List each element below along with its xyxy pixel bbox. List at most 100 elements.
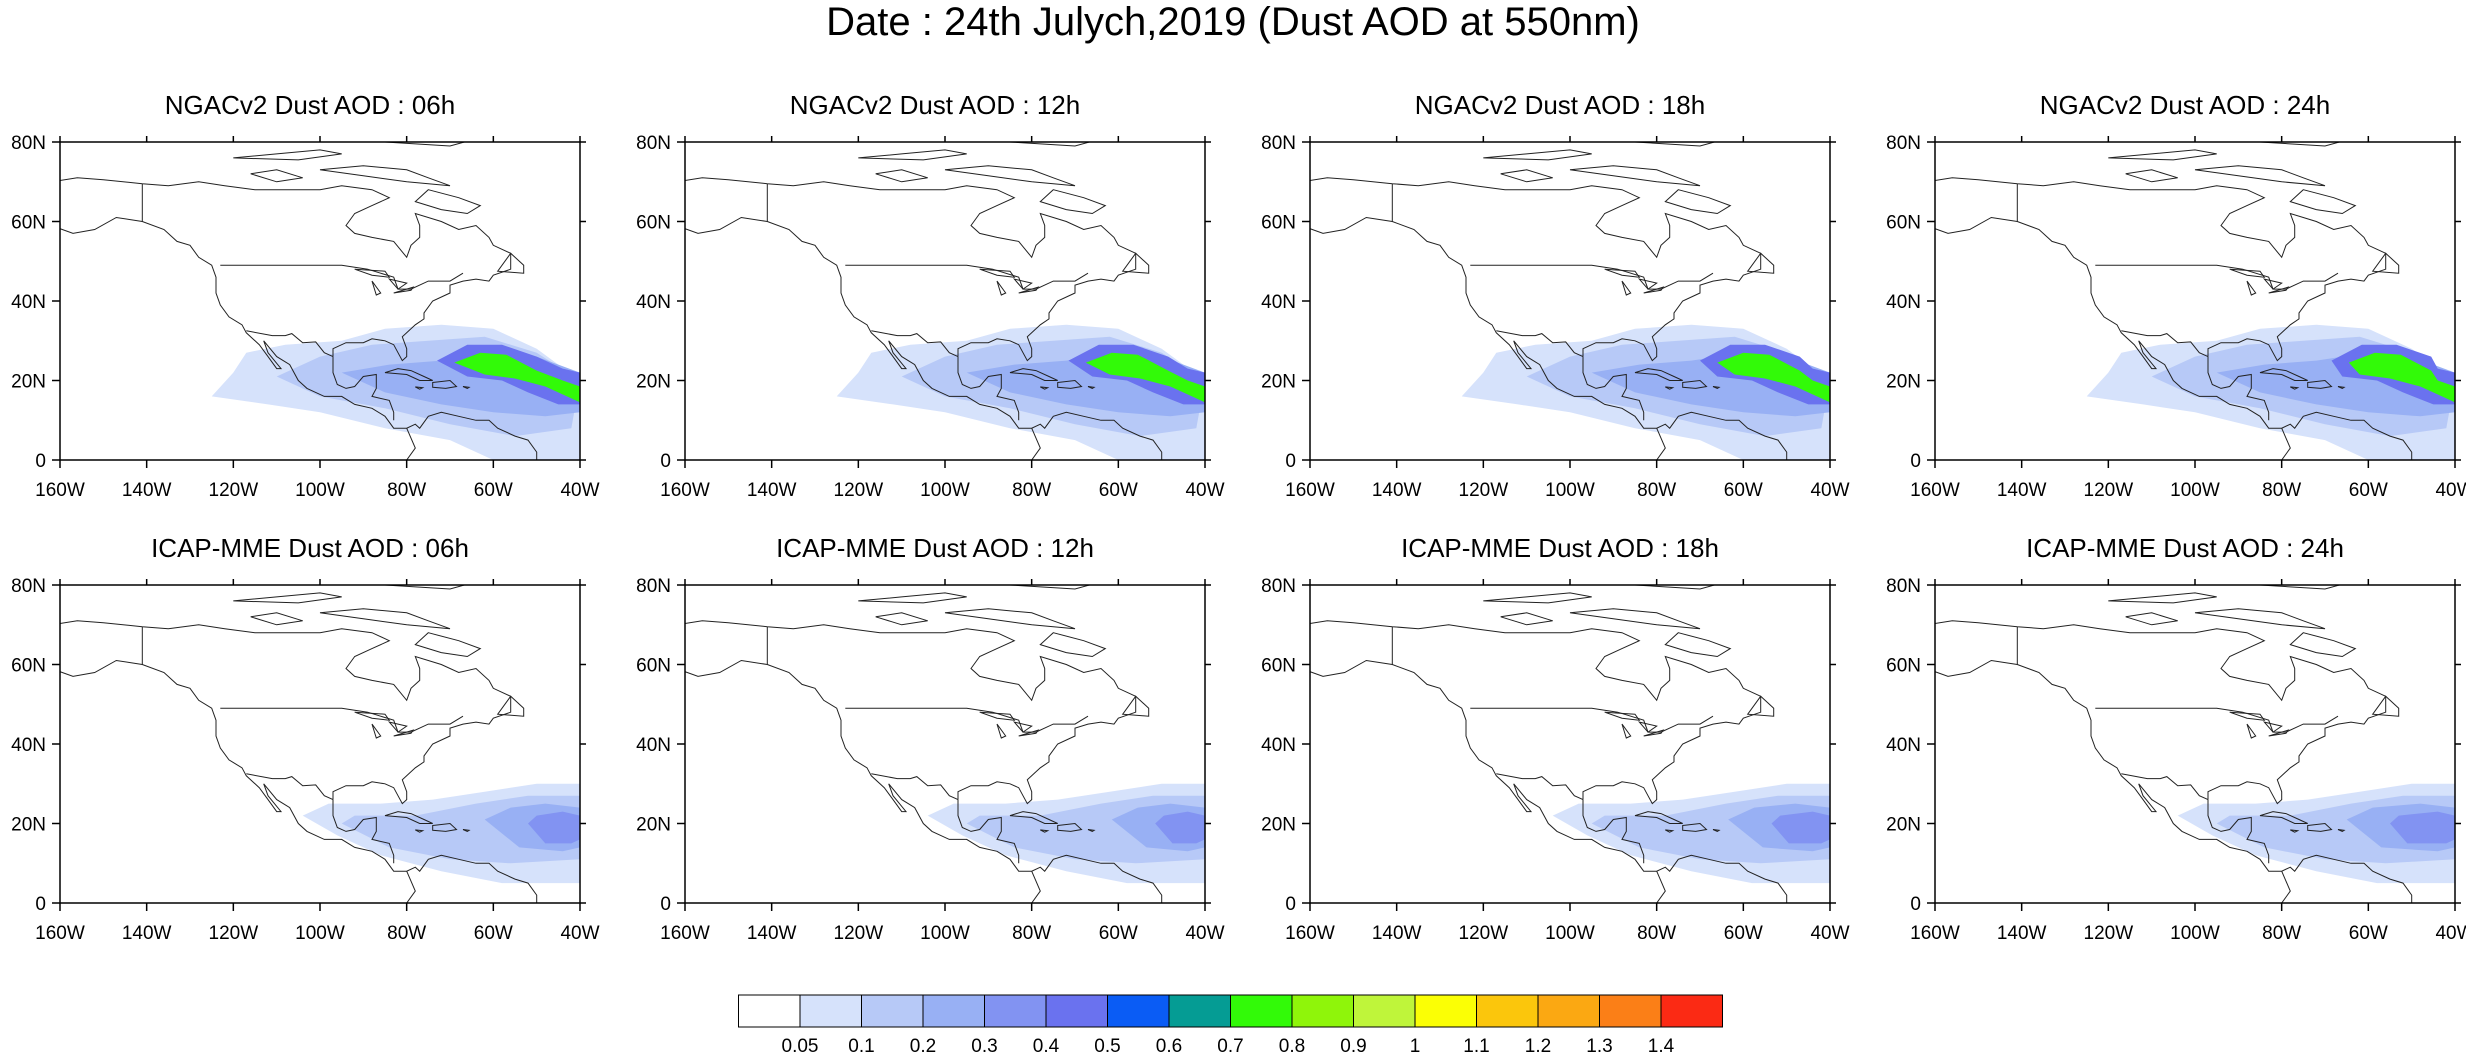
- island-outline: [387, 278, 408, 290]
- island-outline: [2246, 280, 2257, 296]
- lat-tick-label: 0: [35, 894, 46, 915]
- lat-tick-label: 0: [35, 451, 46, 472]
- island-outline: [233, 149, 342, 161]
- island-outline: [1664, 189, 1732, 215]
- coastline: [1656, 428, 1666, 460]
- colorbar-swatch: [1660, 994, 1723, 1028]
- island-outline: [1665, 829, 1675, 833]
- colorbar-label: 0.6: [1156, 1036, 1182, 1056]
- map-plot: 160W 140W 120W 100W 80W 60W 40W 0 20N 40N 60N 80N: [1886, 576, 2466, 944]
- lat-tick-label: 80N: [636, 576, 671, 597]
- lon-tick-label: 140W: [1372, 480, 1422, 501]
- lon-tick-label: 100W: [1545, 480, 1595, 501]
- island-outline: [1009, 585, 1092, 590]
- island-outline: [2371, 252, 2400, 274]
- lat-tick-label: 60N: [1261, 213, 1296, 234]
- island-outline: [2371, 695, 2400, 717]
- island-outline: [1664, 632, 1732, 658]
- coastline: [1935, 177, 2387, 362]
- panel-title: NGACv2 Dust AOD : 24h: [2039, 90, 2331, 120]
- panel-title: NGACv2 Dust AOD : 12h: [789, 90, 1081, 120]
- island-outline: [371, 280, 382, 296]
- island-outline: [944, 608, 1076, 630]
- colorbar-swatch: [1045, 994, 1108, 1028]
- island-outline: [414, 189, 482, 215]
- island-outline: [393, 286, 415, 294]
- lon-tick-label: 100W: [295, 480, 345, 501]
- lat-tick-label: 40N: [1886, 292, 1921, 313]
- island-outline: [1604, 711, 1641, 721]
- coastline: [60, 216, 538, 460]
- border-line: [246, 773, 334, 801]
- island-outline: [384, 585, 467, 590]
- island-outline: [2229, 268, 2266, 278]
- lon-tick-label: 120W: [834, 480, 884, 501]
- map-content: [1310, 585, 1830, 903]
- lon-tick-label: 80W: [387, 923, 426, 944]
- colorbar-label: 0.1: [848, 1036, 874, 1056]
- island-outline: [2262, 721, 2283, 733]
- island-outline: [1039, 632, 1107, 658]
- island-outline: [384, 368, 433, 381]
- colorbar-swatch: [1168, 994, 1231, 1028]
- panel-title: ICAP-MME Dust AOD : 18h: [1401, 533, 1719, 563]
- island-outline: [875, 169, 928, 183]
- panel-icap-12h: ICAP-MME Dust AOD : 12h 160W 140W 120W 100W…: [625, 533, 1245, 953]
- lat-tick-label: 20N: [1261, 372, 1296, 393]
- map-content: [60, 142, 580, 460]
- lat-tick-label: 0: [1910, 894, 1921, 915]
- border-line: [246, 330, 334, 358]
- island-outline: [2262, 278, 2283, 290]
- coastline: [2281, 428, 2291, 460]
- island-outline: [1012, 721, 1033, 733]
- border-line: [845, 707, 1089, 733]
- island-outline: [1500, 612, 1553, 626]
- coastline: [1310, 177, 1762, 362]
- island-outline: [384, 811, 433, 824]
- lat-tick-label: 60N: [636, 656, 671, 677]
- island-outline: [432, 822, 458, 832]
- coastline: [1935, 659, 2413, 903]
- island-outline: [2194, 608, 2326, 630]
- coastline: [1310, 659, 1788, 903]
- island-outline: [1569, 608, 1701, 630]
- coastline: [957, 356, 1020, 421]
- lat-tick-label: 40N: [1261, 292, 1296, 313]
- coastline: [1310, 216, 1788, 460]
- island-outline: [944, 165, 1076, 187]
- map-content: [685, 585, 1205, 903]
- island-outline: [1746, 252, 1775, 274]
- lon-tick-label: 60W: [474, 480, 513, 501]
- lon-tick-label: 120W: [834, 923, 884, 944]
- lat-tick-label: 80N: [11, 133, 46, 154]
- panel-icap-18h: ICAP-MME Dust AOD : 18h 160W 140W 120W 100W…: [1250, 533, 1870, 953]
- colorbar-label: 1: [1410, 1036, 1421, 1056]
- island-outline: [432, 379, 458, 389]
- lat-tick-label: 40N: [1886, 735, 1921, 756]
- colorbar-swatch: [1476, 994, 1539, 1028]
- island-outline: [2194, 165, 2326, 187]
- lat-tick-label: 20N: [11, 372, 46, 393]
- island-outline: [2125, 169, 2178, 183]
- lon-tick-label: 140W: [1997, 480, 2047, 501]
- island-outline: [1057, 379, 1083, 389]
- island-outline: [1569, 165, 1701, 187]
- lon-tick-label: 140W: [1372, 923, 1422, 944]
- panel-ngac-12h: NGACv2 Dust AOD : 12h 160W 140W 120W 100W 80…: [625, 90, 1245, 510]
- island-outline: [1057, 822, 1083, 832]
- lon-tick-label: 160W: [660, 480, 710, 501]
- island-outline: [387, 721, 408, 733]
- island-outline: [233, 592, 342, 604]
- lon-tick-label: 140W: [122, 923, 172, 944]
- island-outline: [1634, 585, 1717, 590]
- coastline: [406, 871, 416, 903]
- lat-tick-label: 80N: [636, 133, 671, 154]
- aod-contour-3: [2390, 811, 2455, 844]
- lon-tick-label: 160W: [660, 923, 710, 944]
- panel-icap-06h: ICAP-MME Dust AOD : 06h 160W 140W 120W 100W…: [0, 533, 620, 953]
- island-outline: [1621, 280, 1632, 296]
- island-outline: [415, 386, 425, 390]
- lat-tick-label: 0: [1910, 451, 1921, 472]
- lon-tick-label: 40W: [2435, 480, 2466, 501]
- island-outline: [496, 695, 525, 717]
